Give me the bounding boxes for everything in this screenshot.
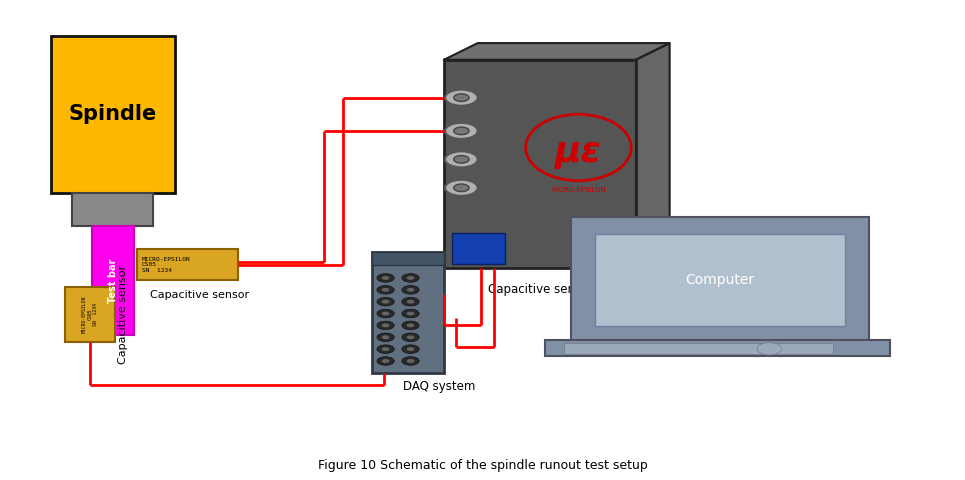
Circle shape bbox=[406, 324, 414, 327]
Circle shape bbox=[382, 359, 390, 363]
FancyBboxPatch shape bbox=[372, 252, 444, 373]
Polygon shape bbox=[444, 43, 670, 60]
Circle shape bbox=[406, 336, 414, 339]
Polygon shape bbox=[636, 43, 670, 268]
Circle shape bbox=[382, 288, 390, 292]
Circle shape bbox=[401, 309, 419, 318]
Circle shape bbox=[406, 312, 414, 315]
Circle shape bbox=[401, 333, 419, 342]
Circle shape bbox=[757, 343, 782, 355]
Text: Figure 10 Schematic of the spindle runout test setup: Figure 10 Schematic of the spindle runou… bbox=[317, 459, 648, 472]
Circle shape bbox=[382, 300, 390, 303]
FancyBboxPatch shape bbox=[545, 340, 891, 356]
Circle shape bbox=[382, 324, 390, 327]
Text: MICRO-EPSILON: MICRO-EPSILON bbox=[551, 187, 606, 193]
FancyBboxPatch shape bbox=[452, 233, 505, 264]
Text: Computer: Computer bbox=[685, 273, 755, 288]
FancyBboxPatch shape bbox=[71, 192, 153, 226]
Circle shape bbox=[454, 127, 469, 135]
Circle shape bbox=[454, 184, 469, 192]
Circle shape bbox=[401, 286, 419, 294]
Circle shape bbox=[377, 274, 395, 282]
Text: Capacitive sensor: Capacitive sensor bbox=[150, 290, 249, 300]
Circle shape bbox=[382, 336, 390, 339]
Circle shape bbox=[445, 123, 478, 139]
Circle shape bbox=[377, 298, 395, 306]
Text: MICRO-EPSILON
CS05
SN  1234: MICRO-EPSILON CS05 SN 1234 bbox=[82, 296, 98, 334]
Circle shape bbox=[406, 276, 414, 280]
Circle shape bbox=[377, 345, 395, 353]
Text: μɛ: μɛ bbox=[555, 135, 602, 169]
Text: Capacitive sensor system: Capacitive sensor system bbox=[488, 283, 640, 296]
Circle shape bbox=[382, 347, 390, 351]
Circle shape bbox=[406, 359, 414, 363]
Circle shape bbox=[401, 274, 419, 282]
FancyBboxPatch shape bbox=[51, 36, 176, 192]
FancyBboxPatch shape bbox=[570, 217, 869, 343]
Circle shape bbox=[445, 180, 478, 196]
FancyBboxPatch shape bbox=[137, 250, 237, 280]
Circle shape bbox=[377, 309, 395, 318]
Circle shape bbox=[401, 357, 419, 365]
Circle shape bbox=[401, 298, 419, 306]
FancyBboxPatch shape bbox=[66, 288, 115, 342]
Text: DAQ system: DAQ system bbox=[403, 380, 476, 393]
Circle shape bbox=[454, 94, 469, 101]
Circle shape bbox=[445, 151, 478, 168]
Text: Capacitive sensor: Capacitive sensor bbox=[118, 265, 127, 364]
FancyBboxPatch shape bbox=[444, 60, 636, 268]
Circle shape bbox=[377, 286, 395, 294]
FancyBboxPatch shape bbox=[372, 252, 444, 265]
FancyBboxPatch shape bbox=[92, 226, 134, 335]
Circle shape bbox=[445, 90, 478, 106]
Text: MICRO-EPSILON
CS05
SN  1234: MICRO-EPSILON CS05 SN 1234 bbox=[142, 257, 191, 273]
Circle shape bbox=[406, 300, 414, 303]
FancyBboxPatch shape bbox=[565, 343, 834, 354]
Circle shape bbox=[401, 321, 419, 330]
Circle shape bbox=[377, 357, 395, 365]
Circle shape bbox=[382, 276, 390, 280]
Circle shape bbox=[377, 321, 395, 330]
Circle shape bbox=[377, 333, 395, 342]
Circle shape bbox=[406, 347, 414, 351]
Circle shape bbox=[454, 156, 469, 163]
Circle shape bbox=[401, 345, 419, 353]
Text: Spindle: Spindle bbox=[69, 104, 157, 124]
Circle shape bbox=[382, 312, 390, 315]
Circle shape bbox=[406, 288, 414, 292]
Text: Test bar: Test bar bbox=[108, 258, 118, 302]
FancyBboxPatch shape bbox=[594, 234, 845, 326]
